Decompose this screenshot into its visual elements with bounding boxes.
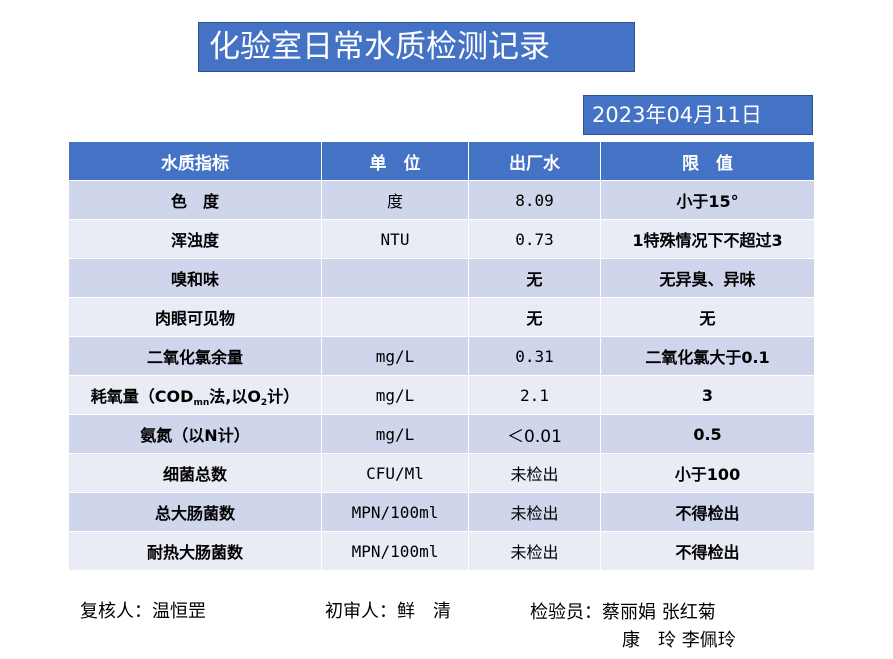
outlet-value: 未检出 — [468, 453, 601, 493]
inspector-signature-line2: 康 玲 李佩玲 — [622, 630, 736, 651]
indicator-name: 色 度 — [68, 180, 322, 220]
header-indicator: 水质指标 — [68, 141, 322, 181]
unit-cell: mg/L — [321, 375, 469, 415]
indicator-name: 总大肠菌数 — [68, 492, 322, 532]
page-title: 化验室日常水质检测记录 — [198, 22, 635, 72]
outlet-value: 8.09 — [468, 180, 601, 220]
unit-cell: mg/L — [321, 414, 469, 454]
limit-value: 无 — [600, 297, 815, 337]
limit-value: 无异臭、异味 — [600, 258, 815, 298]
unit-cell: MPN/100ml — [321, 492, 469, 532]
indicator-name: 氨氮（以N计） — [68, 414, 322, 454]
outlet-value: 0.73 — [468, 219, 601, 259]
table-header-row: 水质指标 单 位 出厂水 限 值 — [68, 141, 815, 181]
indicator-name: 耐热大肠菌数 — [68, 531, 322, 571]
unit-cell: CFU/Ml — [321, 453, 469, 493]
table-row: 耗氧量（CODmn法,以O2计） mg/L 2.1 3 — [68, 375, 815, 415]
outlet-value: 0.31 — [468, 336, 601, 376]
limit-value: 不得检出 — [600, 492, 815, 532]
inspector-signature: 检验员：蔡丽娟 张红菊 — [530, 602, 716, 623]
unit-cell: mg/L — [321, 336, 469, 376]
unit-cell: 度 — [321, 180, 469, 220]
header-limit: 限 值 — [600, 141, 815, 181]
table-row: 细菌总数 CFU/Ml 未检出 小于100 — [68, 453, 815, 493]
indicator-name: 嗅和味 — [68, 258, 322, 298]
outlet-value: 未检出 — [468, 492, 601, 532]
table-row: 浑浊度 NTU 0.73 1特殊情况下不超过3 — [68, 219, 815, 259]
record-date: 2023年04月11日 — [583, 95, 813, 135]
reviewer-signature: 复核人：温恒罡 — [80, 601, 206, 622]
limit-value: 小于15° — [600, 180, 815, 220]
unit-cell — [321, 258, 469, 298]
table-row: 嗅和味 无 无异臭、异味 — [68, 258, 815, 298]
indicator-name: 二氧化氯余量 — [68, 336, 322, 376]
unit-cell: NTU — [321, 219, 469, 259]
header-outlet-water: 出厂水 — [468, 141, 601, 181]
limit-value: 1特殊情况下不超过3 — [600, 219, 815, 259]
first-reviewer-signature: 初审人：鲜 清 — [325, 601, 451, 622]
outlet-value: 2.1 — [468, 375, 601, 415]
indicator-name: 肉眼可见物 — [68, 297, 322, 337]
outlet-value: 未检出 — [468, 531, 601, 571]
outlet-value: ＜0.01 — [468, 414, 601, 454]
unit-cell: MPN/100ml — [321, 531, 469, 571]
table-row: 耐热大肠菌数 MPN/100ml 未检出 不得检出 — [68, 531, 815, 571]
header-unit: 单 位 — [321, 141, 469, 181]
limit-value: 二氧化氯大于0.1 — [600, 336, 815, 376]
table-row: 色 度 度 8.09 小于15° — [68, 180, 815, 220]
outlet-value: 无 — [468, 258, 601, 298]
indicator-name: 细菌总数 — [68, 453, 322, 493]
table-row: 二氧化氯余量 mg/L 0.31 二氧化氯大于0.1 — [68, 336, 815, 376]
limit-value: 0.5 — [600, 414, 815, 454]
table-row: 总大肠菌数 MPN/100ml 未检出 不得检出 — [68, 492, 815, 532]
table-row: 肉眼可见物 无 无 — [68, 297, 815, 337]
limit-value: 3 — [600, 375, 815, 415]
table-row: 氨氮（以N计） mg/L ＜0.01 0.5 — [68, 414, 815, 454]
limit-value: 不得检出 — [600, 531, 815, 571]
indicator-name: 浑浊度 — [68, 219, 322, 259]
outlet-value: 无 — [468, 297, 601, 337]
unit-cell — [321, 297, 469, 337]
indicator-name: 耗氧量（CODmn法,以O2计） — [68, 375, 322, 415]
limit-value: 小于100 — [600, 453, 815, 493]
water-quality-table: 水质指标 单 位 出厂水 限 值 色 度 度 8.09 小于15° 浑浊度 NT… — [68, 141, 815, 571]
